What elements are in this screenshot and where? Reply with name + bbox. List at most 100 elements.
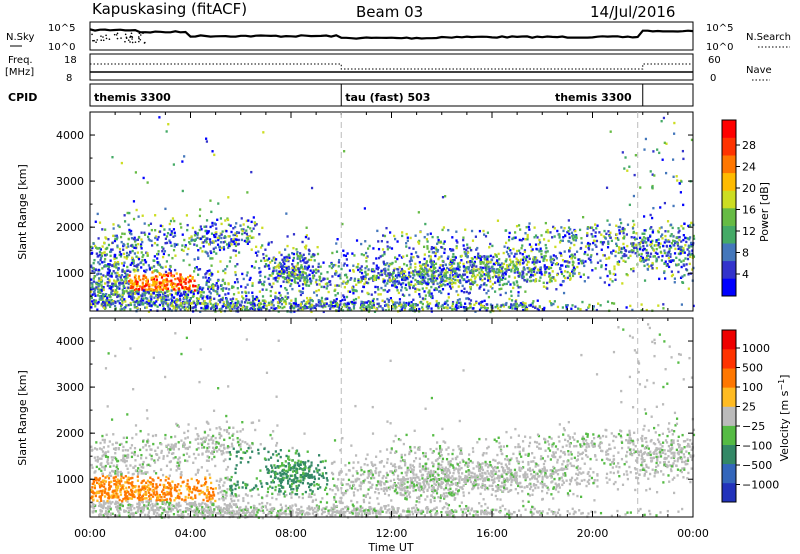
echo-cell	[267, 264, 270, 267]
echo-cell	[126, 211, 129, 215]
echo-cell	[126, 242, 129, 246]
echo-cell	[218, 480, 221, 483]
echo-cell	[436, 277, 439, 280]
echo-cell	[382, 234, 385, 237]
echo-cell	[676, 244, 680, 247]
echo-cell	[114, 261, 117, 264]
echo-cell	[129, 229, 133, 233]
echo-cell	[200, 484, 203, 487]
echo-cell	[152, 259, 155, 262]
echo-cell	[205, 232, 209, 235]
echo-cell	[507, 252, 510, 256]
echo-cell	[651, 216, 654, 220]
echo-cell	[274, 297, 277, 300]
echo-cell	[533, 256, 537, 259]
colorbar-swatch	[722, 190, 736, 209]
echo-cell	[377, 272, 380, 275]
echo-cell	[360, 268, 363, 272]
echo-cell	[268, 274, 271, 277]
echo-cell	[408, 304, 412, 307]
echo-cell	[419, 271, 422, 274]
echo-cell	[600, 248, 603, 251]
echo-cell	[135, 208, 138, 212]
echo-cell	[312, 276, 315, 280]
echo-cell	[471, 257, 474, 261]
echo-cell	[94, 510, 97, 513]
echo-cell	[125, 499, 128, 502]
echo-cell	[651, 186, 654, 189]
echo-cell	[632, 194, 636, 198]
echo-cell	[277, 310, 280, 313]
echo-cell	[196, 232, 199, 235]
echo-cell	[297, 309, 300, 312]
echo-cell	[209, 285, 212, 289]
echo-cell	[444, 195, 447, 198]
echo-cell	[208, 273, 211, 276]
echo-cell	[543, 306, 546, 310]
echo-cell	[466, 246, 469, 250]
echo-cell	[179, 222, 182, 226]
echo-cell	[376, 302, 379, 306]
echo-cell	[483, 258, 487, 261]
echo-cell	[141, 281, 144, 284]
echo-cell	[452, 270, 455, 273]
echo-cell	[391, 300, 394, 304]
echo-cell	[166, 280, 169, 283]
echo-cell	[579, 259, 582, 263]
echo-cell	[133, 270, 136, 273]
echo-cell	[118, 302, 121, 305]
echo-cell	[532, 300, 535, 303]
echo-cell	[105, 253, 109, 256]
echo-cell	[294, 265, 298, 268]
echo-cell	[126, 255, 129, 258]
echo-cell	[605, 263, 608, 267]
echo-cell	[244, 493, 248, 496]
echo-cell	[604, 267, 608, 271]
echo-cell	[309, 296, 312, 300]
echo-cell	[315, 289, 318, 293]
echo-cell	[211, 241, 214, 244]
echo-cell	[430, 269, 433, 273]
echo-cell	[115, 489, 118, 493]
echo-cell	[189, 242, 192, 245]
echo-cell	[304, 265, 307, 269]
echo-cell	[453, 307, 456, 311]
echo-cell	[284, 286, 287, 290]
echo-cell	[193, 306, 196, 309]
echo-cell	[483, 281, 486, 285]
colorbar-swatch	[722, 243, 736, 262]
echo-cell	[130, 237, 134, 240]
echo-cell	[582, 261, 585, 265]
echo-cell	[384, 269, 387, 272]
echo-cell	[220, 307, 223, 310]
echo-cell	[133, 276, 137, 279]
echo-cell	[418, 295, 422, 298]
echo-cell	[403, 307, 407, 310]
echo-cell	[441, 228, 444, 232]
echo-cell	[159, 285, 162, 289]
echo-cell	[680, 180, 683, 183]
echo-cell	[357, 278, 360, 281]
echo-cell	[307, 300, 310, 303]
echo-cell	[120, 262, 124, 265]
echo-cell	[134, 274, 137, 277]
echo-cell	[113, 304, 117, 308]
echo-cell	[443, 248, 446, 251]
echo-cell	[158, 288, 162, 291]
echo-cell	[595, 245, 598, 248]
echo-cell	[99, 272, 103, 276]
echo-cell	[298, 273, 301, 276]
echo-cell	[683, 222, 686, 225]
echo-cell	[293, 272, 296, 275]
echo-cell	[533, 266, 537, 270]
echo-cell	[482, 262, 485, 265]
echo-cell	[344, 254, 348, 258]
echo-cell	[132, 237, 135, 241]
echo-cell	[558, 236, 561, 239]
echo-cell	[496, 307, 500, 310]
echo-cell	[320, 303, 323, 306]
echo-cell	[197, 249, 200, 252]
echo-cell	[335, 297, 338, 301]
echo-cell	[140, 266, 143, 269]
echo-cell	[668, 259, 671, 263]
